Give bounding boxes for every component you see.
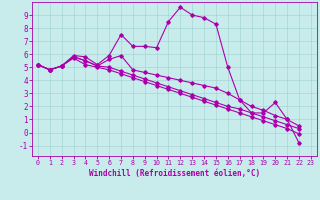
X-axis label: Windchill (Refroidissement éolien,°C): Windchill (Refroidissement éolien,°C) [89, 169, 260, 178]
